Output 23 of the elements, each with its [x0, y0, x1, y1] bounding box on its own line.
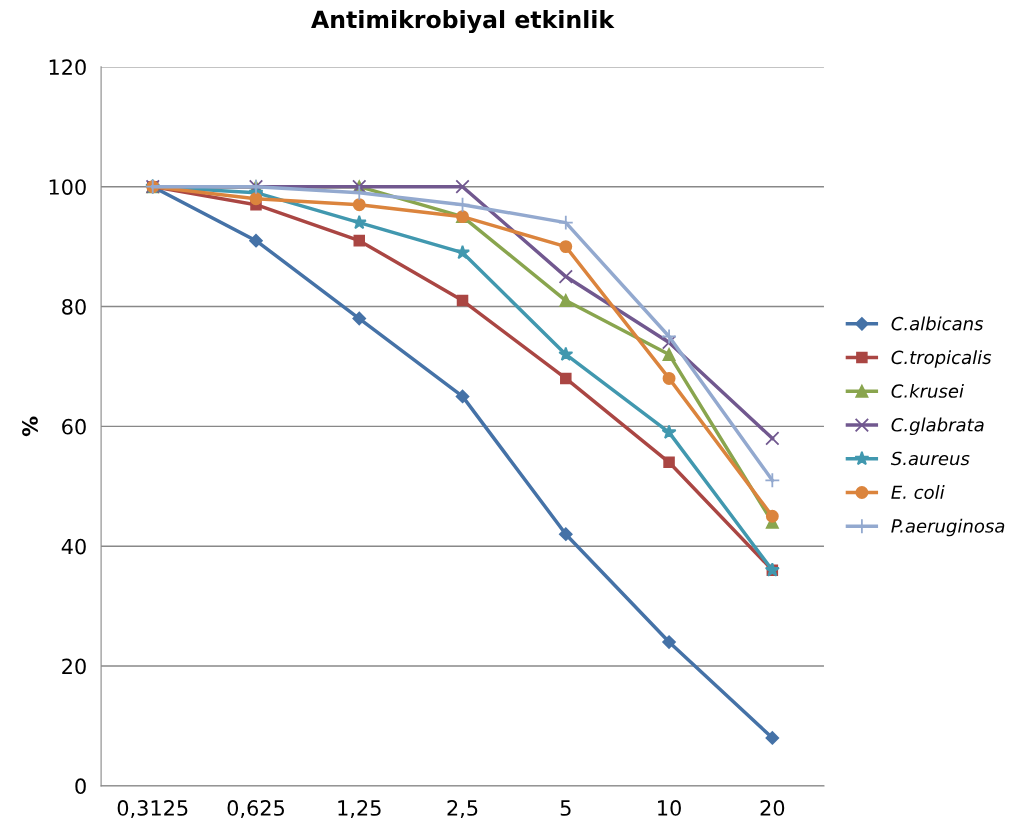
legend-label: P.aeruginosa — [891, 518, 1005, 537]
y-tick-label: 100 — [49, 179, 86, 195]
legend-label: C.albicans — [891, 316, 984, 331]
legend-label: C.krusei — [891, 383, 964, 398]
y-tick-label: 20 — [62, 658, 86, 675]
x-tick-label: 20 — [760, 800, 785, 816]
y-tick-label: 0 — [75, 778, 86, 795]
y-tick-label: 60 — [62, 418, 86, 435]
x-tick-label: 1,25 — [338, 800, 381, 818]
x-tick-label: 10 — [658, 800, 681, 816]
x-tick-label: 2,5 — [447, 800, 478, 818]
legend-label: S.aureus — [890, 451, 970, 466]
y-tick-label: 40 — [61, 538, 86, 555]
chart-title: Antimikrobiyal etkinlik — [311, 10, 615, 34]
y-tick-label: 80 — [62, 298, 86, 315]
y-tick-label: 120 — [49, 59, 86, 76]
y-axis-title: % — [22, 416, 38, 437]
legend-label: C.tropicalis — [891, 350, 992, 368]
x-tick-label: 0,625 — [227, 800, 284, 818]
legend-label: C.glabrata — [891, 417, 984, 436]
x-tick-label: 5 — [560, 800, 571, 816]
legend-label: E. coli — [891, 485, 945, 500]
x-tick-label: 0,3125 — [117, 800, 188, 818]
